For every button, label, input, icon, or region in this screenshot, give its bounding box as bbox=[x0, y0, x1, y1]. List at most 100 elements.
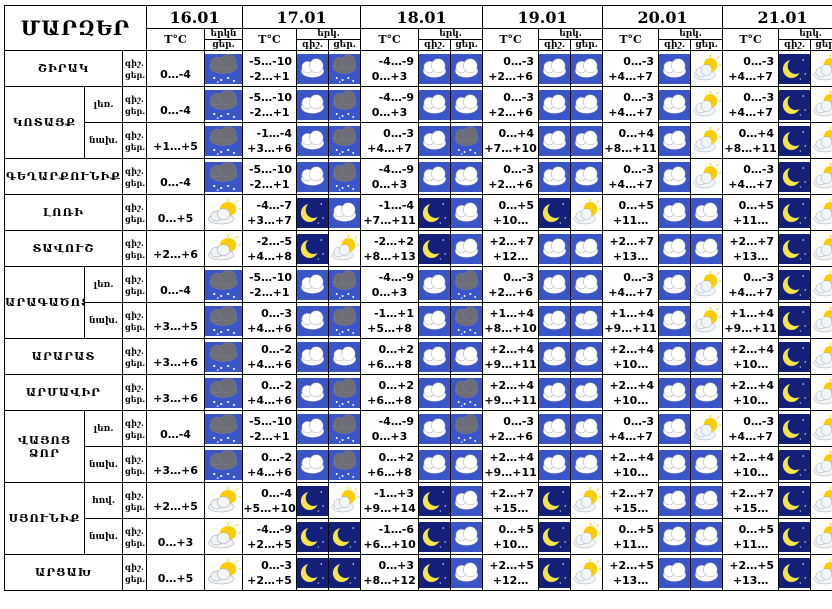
day-temperature: +10…+14 bbox=[492, 537, 529, 554]
forecast-row: ՎԱՅՈՑ ՁՈՐ լեռ. գիշ. ցեր. 0…-4 -5…-10 -2…+1 -4… bbox=[4, 410, 832, 483]
day-temperature: +9…+11 bbox=[484, 393, 537, 407]
cloud-weather-icon bbox=[418, 122, 452, 159]
temperature-cell: -5…-10 -2…+1 bbox=[242, 86, 298, 123]
night-temperature: 0…-3 bbox=[743, 54, 775, 68]
cloud-weather-icon bbox=[296, 122, 330, 159]
suncloud-weather-icon bbox=[810, 338, 832, 375]
cloud-weather-icon bbox=[296, 410, 330, 447]
day-temperature: -2…+1 bbox=[249, 69, 290, 83]
snow-weather-icon bbox=[328, 122, 362, 159]
night-temperature: -1…-4 bbox=[256, 126, 293, 140]
day-temperature: +8…+11 bbox=[604, 141, 657, 155]
temperature-cell: 0…+5+11…+14 bbox=[602, 194, 660, 231]
night-temperature: +2…+7 bbox=[609, 234, 655, 248]
temperature-cell: +2…+7+13…+16 bbox=[722, 230, 780, 267]
night-temperature: -2…+2 bbox=[373, 234, 415, 248]
forecast-row: ԱՐՄԱՎԻՐ գիշ. ցեր. +3…+6 0…-2 +4…+6 0…+2 +6…+8… bbox=[4, 374, 832, 411]
forecast-row: ԿՈՏԱՅՔ լեռ. գիշ. ցեր. 0…-4 -5…-10 -2…+1 -4…-9… bbox=[4, 86, 832, 159]
suncloud-weather-icon bbox=[810, 122, 832, 159]
moon-weather-icon bbox=[778, 518, 812, 555]
subregion-name: լեռ. bbox=[84, 410, 123, 447]
day-temperature: +9…+11 bbox=[484, 465, 537, 479]
forecast-row: նախ. գիշ. ցեր. +3…+6 0…-2 +4…+6 0…+2 +6…+8 +2… bbox=[5, 446, 832, 483]
moon-weather-icon bbox=[778, 86, 812, 123]
moon-weather-icon bbox=[778, 302, 812, 339]
sky-col-header: երկ. bbox=[296, 28, 362, 40]
day-temperature: +4…+6 bbox=[247, 393, 292, 407]
date-header: 21.01 bbox=[722, 5, 832, 29]
day-temperature: +15…+18 bbox=[732, 501, 769, 518]
day-temperature: +9…+11 bbox=[604, 321, 657, 335]
temperature-cell: -4…-7 +3…+7 bbox=[242, 194, 298, 231]
day-temperature: +5…+10 bbox=[243, 501, 296, 515]
snow-weather-icon bbox=[204, 302, 244, 339]
cloud-weather-icon bbox=[538, 50, 572, 87]
temperature-cell: +2…+7+15…+18 bbox=[722, 482, 780, 519]
cloud-weather-icon bbox=[658, 482, 692, 519]
time-labels: գիշ. ցեր. bbox=[121, 194, 148, 231]
temperature-cell: +2…+4 +9…+11 bbox=[482, 338, 540, 375]
night-label: գիշ. bbox=[125, 561, 144, 572]
cloud-weather-icon bbox=[690, 482, 724, 519]
night-label: գիշ. bbox=[125, 345, 144, 356]
snow-weather-icon bbox=[450, 122, 484, 159]
day-label: ցեր. bbox=[125, 321, 146, 332]
temperature-value: +1…+5 bbox=[153, 139, 198, 153]
night-temperature: -4…-9 bbox=[378, 90, 415, 104]
night-temperature: -4…-9 bbox=[378, 54, 415, 68]
moon-weather-icon bbox=[296, 194, 330, 231]
moon-weather-icon bbox=[328, 518, 362, 555]
day-temperature: +3…+7 bbox=[247, 213, 292, 227]
day-temperature: +4…+7 bbox=[608, 177, 653, 191]
day-temperature: +15…+17 bbox=[492, 501, 529, 518]
temperature-cell: +1…+4 +9…+11 bbox=[602, 302, 660, 339]
temperature-cell: +3…+6 bbox=[146, 374, 206, 411]
temperature-cell: 0…+2 +6…+8 bbox=[360, 446, 420, 483]
snow-weather-icon bbox=[328, 410, 362, 447]
day-label: ցեր. bbox=[125, 393, 146, 404]
night-temperature: -4…-9 bbox=[378, 270, 415, 284]
day-temperature: +10…+13 bbox=[492, 213, 529, 230]
moon-weather-icon bbox=[538, 482, 572, 519]
suncloud-weather-icon bbox=[810, 266, 832, 303]
night-temperature: +2…+7 bbox=[489, 234, 535, 248]
night-label: գիշ. bbox=[125, 93, 144, 104]
date-header: 19.01 bbox=[482, 5, 604, 29]
suncloud-weather-icon bbox=[810, 194, 832, 231]
temperature-cell: 0…-2 +4…+6 bbox=[242, 338, 298, 375]
snow-weather-icon bbox=[204, 338, 244, 375]
night-temperature: 0…+5 bbox=[498, 522, 535, 536]
night-temperature: 0…+5 bbox=[738, 198, 775, 212]
cloud-weather-icon bbox=[450, 446, 484, 483]
temperature-cell: 0…-4 +5…+10 bbox=[242, 482, 298, 519]
cloud-weather-icon bbox=[690, 230, 724, 267]
temperature-cell: 0…+5+10…+14 bbox=[482, 518, 540, 555]
date-header: 18.01 bbox=[360, 5, 484, 29]
cloud-weather-icon bbox=[296, 338, 330, 375]
region-name: ԱՐՄԱՎԻՐ bbox=[4, 374, 123, 411]
suncloud-weather-icon bbox=[690, 158, 724, 195]
cloud-weather-icon bbox=[538, 302, 572, 339]
region-name: ԱՐԱԳԱԾՈՏՆ bbox=[4, 266, 85, 339]
temperature-cell: 0…-2 +4…+6 bbox=[242, 446, 298, 483]
day-temperature: +7…+11 bbox=[363, 213, 416, 227]
temperature-cell: +2…+4+10…+12 bbox=[722, 446, 780, 483]
day-label: ցեր. bbox=[125, 285, 146, 296]
moon-weather-icon bbox=[778, 374, 812, 411]
region-name: ՍՅՈՒՆԻՔ bbox=[4, 482, 85, 555]
temperature-cell: -1…+3 +9…+14 bbox=[360, 482, 420, 519]
night-temperature: -1…+3 bbox=[373, 486, 415, 500]
night-temperature: -2…-5 bbox=[256, 234, 293, 248]
temperature-cell: 0…+5+11…+15 bbox=[602, 518, 660, 555]
cloud-weather-icon bbox=[538, 230, 572, 267]
day-temperature: 0…+3 bbox=[371, 285, 408, 299]
temperature-cell: +1…+4 +8…+10 bbox=[482, 302, 540, 339]
time-labels: գիշ. ցեր. bbox=[121, 266, 148, 303]
night-temperature: 0…-3 bbox=[623, 162, 655, 176]
temperature-cell: 0…-4 bbox=[146, 86, 206, 123]
temp-col-header: T°C bbox=[482, 28, 540, 51]
temp-col-header: T°C bbox=[722, 28, 780, 51]
temperature-cell: 0…-4 bbox=[146, 158, 206, 195]
day-temperature: +2…+6 bbox=[488, 69, 533, 83]
suncloud-weather-icon bbox=[204, 194, 244, 231]
